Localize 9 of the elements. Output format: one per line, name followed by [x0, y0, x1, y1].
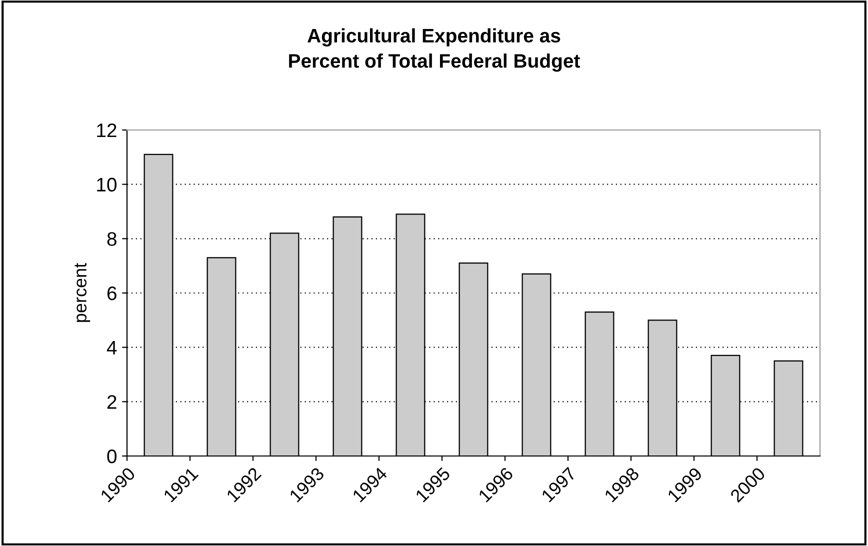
- y-tick-label: 6: [107, 286, 116, 300]
- y-tick-label: 12: [97, 123, 116, 138]
- y-axis-title: percent: [74, 263, 90, 322]
- y-tick-label: 2: [107, 395, 116, 409]
- y-tick-label: 0: [107, 449, 117, 464]
- y-tick-label: 10: [97, 178, 117, 192]
- chart-title: Agricultural Expenditure as Percent of Total Federal Budget: [289, 28, 580, 72]
- y-tick-label: 8: [107, 232, 116, 246]
- y-tick-label: 4: [106, 341, 117, 354]
